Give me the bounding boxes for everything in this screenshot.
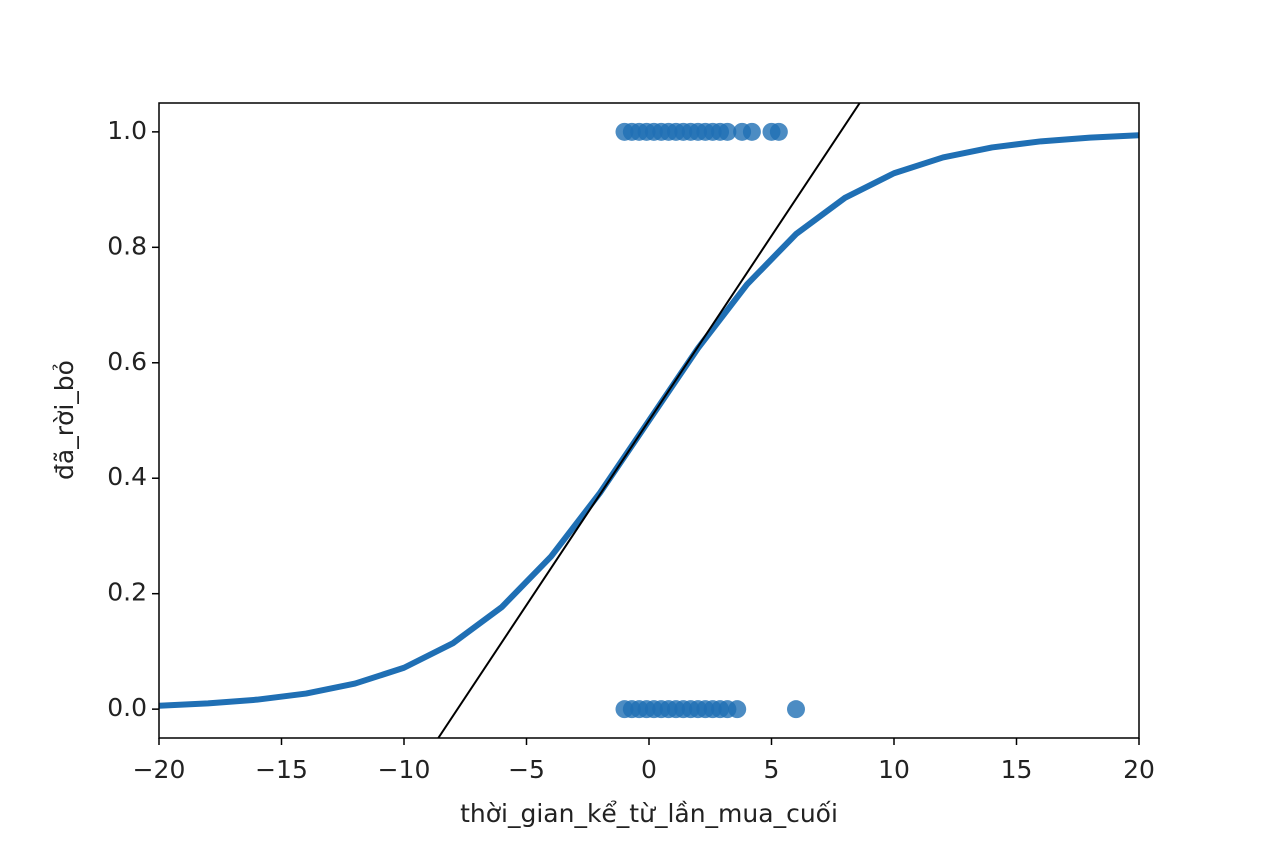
tangent-line xyxy=(437,103,861,738)
y-tick-label: 0.8 xyxy=(107,231,147,260)
x-tick-label: 5 xyxy=(764,755,780,784)
y-tick-label: 0.0 xyxy=(107,693,147,722)
x-tick-label: −20 xyxy=(133,755,186,784)
y-tick-label: 1.0 xyxy=(107,116,147,145)
y-axis-label: đã_rời_bỏ xyxy=(50,360,79,480)
x-tick-label: 10 xyxy=(878,755,910,784)
y-tick-label: 0.2 xyxy=(107,578,147,607)
data-point xyxy=(742,122,761,141)
x-tick-label: 0 xyxy=(641,755,657,784)
x-tick-label: 20 xyxy=(1123,755,1155,784)
y-tick-label: 0.4 xyxy=(107,462,147,491)
data-point xyxy=(718,122,737,141)
x-tick-label: −5 xyxy=(508,755,545,784)
data-point xyxy=(769,122,788,141)
data-point xyxy=(728,700,747,719)
x-tick-label: 15 xyxy=(1001,755,1033,784)
y-tick-label: 0.6 xyxy=(107,347,147,376)
x-tick-label: −10 xyxy=(378,755,431,784)
plot-frame xyxy=(158,102,1140,739)
plot-area xyxy=(159,103,1139,738)
data-point xyxy=(787,700,805,719)
x-axis-label: thời_gian_kể_từ_lần_mua_cuối xyxy=(460,799,838,828)
x-tick-label: −15 xyxy=(255,755,308,784)
